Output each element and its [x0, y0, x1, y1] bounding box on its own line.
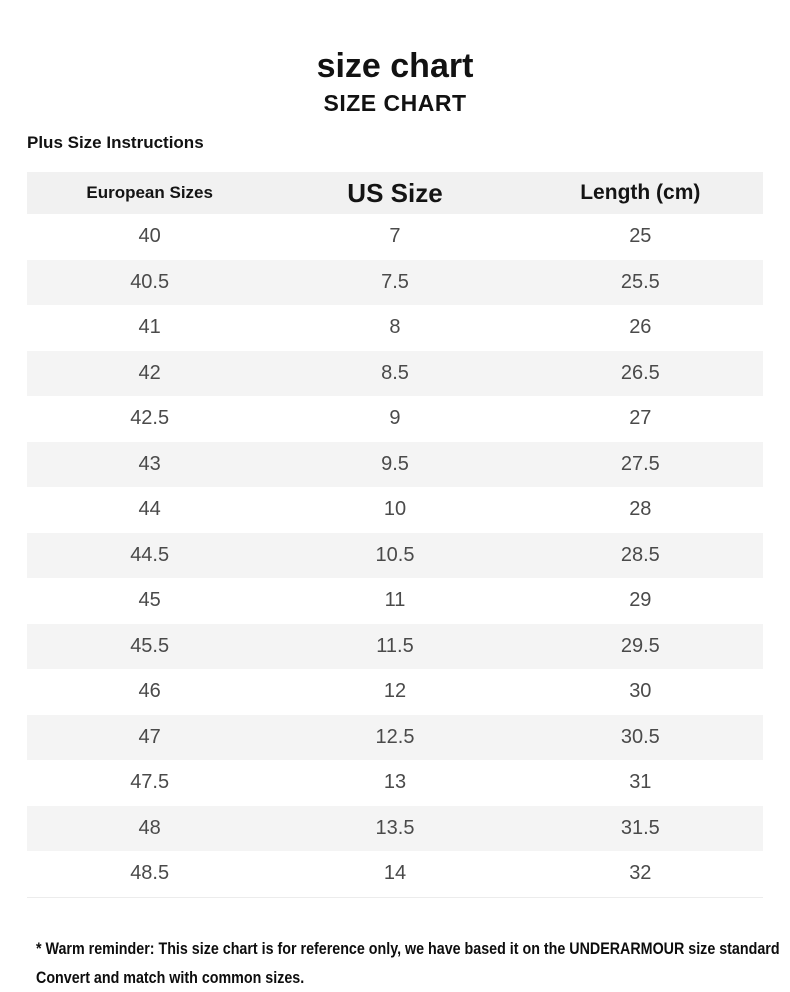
column-header-length-cm: Length (cm) [580, 181, 701, 204]
cell-us-size: 8 [389, 316, 401, 339]
cell-european-size: 41 [138, 316, 161, 339]
title-block: size chart SIZE CHART [0, 0, 790, 115]
table-row: 48 13.5 31.5 [27, 805, 763, 851]
cell-length-cm: 30 [629, 680, 652, 703]
cell-us-size: 11 [384, 589, 406, 612]
cell-european-size: 48.5 [130, 862, 170, 885]
cell-length-cm: 31 [629, 771, 652, 794]
cell-length-cm: 27.5 [620, 452, 660, 475]
table-row: 41 8 26 [27, 305, 763, 351]
size-table-header-row: European Sizes US Size Length (cm) [27, 172, 763, 214]
cell-european-size: 47.5 [130, 771, 170, 794]
column-header-european-sizes: European Sizes [86, 183, 213, 202]
cell-european-size: 43 [138, 452, 161, 475]
cell-european-size: 42.5 [130, 407, 170, 430]
cell-european-size: 42 [138, 361, 161, 384]
table-row: 45 11 29 [27, 578, 763, 624]
cell-us-size: 9.5 [381, 452, 409, 475]
cell-us-size: 13.5 [375, 816, 415, 839]
table-row: 43 9.5 27.5 [27, 441, 763, 487]
cell-european-size: 48 [138, 816, 161, 839]
cell-european-size: 44 [138, 498, 161, 521]
cell-length-cm: 30.5 [620, 725, 660, 748]
cell-us-size: 9 [389, 407, 401, 430]
cell-length-cm: 25.5 [620, 270, 660, 293]
table-row: 42 8.5 26.5 [27, 350, 763, 396]
warm-reminder-line-1: * Warm reminder: This size chart is for … [36, 938, 780, 958]
cell-length-cm: 26 [629, 316, 652, 339]
page-subtitle: SIZE CHART [323, 90, 467, 116]
cell-length-cm: 26.5 [620, 361, 660, 384]
plus-size-instructions-label: Plus Size Instructions [27, 133, 204, 152]
warm-reminder: * Warm reminder: This size chart is for … [36, 934, 790, 992]
table-row: 48.5 14 32 [27, 851, 763, 897]
cell-length-cm: 29.5 [620, 634, 660, 657]
cell-us-size: 7.5 [381, 270, 409, 293]
cell-european-size: 40.5 [130, 270, 170, 293]
table-row: 45.5 11.5 29.5 [27, 623, 763, 669]
cell-us-size: 11.5 [376, 634, 414, 657]
size-table-body: 40 7 25 40.5 7.5 25.5 41 8 26 42 8.5 26.5 42.5 9 27 43 9… [27, 214, 763, 898]
cell-us-size: 10 [383, 498, 407, 521]
column-header-us-size: US Size [347, 177, 443, 208]
size-conversion-table: European Sizes US Size Length (cm) 40 7 25… [27, 172, 763, 898]
cell-us-size: 12 [383, 680, 407, 703]
table-row: 44.5 10.5 28.5 [27, 532, 763, 578]
cell-length-cm: 28 [629, 498, 652, 521]
cell-european-size: 46 [138, 680, 161, 703]
cell-length-cm: 31.5 [620, 816, 660, 839]
cell-us-size: 12.5 [375, 725, 415, 748]
cell-length-cm: 28.5 [620, 543, 660, 566]
cell-us-size: 7 [389, 225, 401, 248]
cell-us-size: 14 [383, 862, 407, 885]
table-row: 44 10 28 [27, 487, 763, 533]
cell-length-cm: 25 [629, 225, 652, 248]
cell-us-size: 13 [383, 771, 407, 794]
table-row: 47.5 13 31 [27, 760, 763, 806]
table-row: 40.5 7.5 25.5 [27, 259, 763, 305]
table-row: 40 7 25 [27, 214, 763, 260]
cell-european-size: 44.5 [130, 543, 170, 566]
cell-european-size: 40 [138, 225, 161, 248]
table-row: 47 12.5 30.5 [27, 714, 763, 760]
cell-european-size: 45 [138, 589, 161, 612]
cell-length-cm: 32 [629, 862, 652, 885]
cell-length-cm: 29 [629, 589, 652, 612]
cell-european-size: 45.5 [130, 634, 170, 657]
page-title: size chart [316, 47, 474, 85]
cell-us-size: 10.5 [375, 543, 415, 566]
cell-european-size: 47 [138, 725, 161, 748]
cell-length-cm: 27 [629, 407, 652, 430]
warm-reminder-line-2: Convert and match with common sizes. [36, 967, 305, 987]
cell-us-size: 8.5 [381, 361, 409, 384]
table-row: 42.5 9 27 [27, 396, 763, 442]
table-row: 46 12 30 [27, 669, 763, 715]
